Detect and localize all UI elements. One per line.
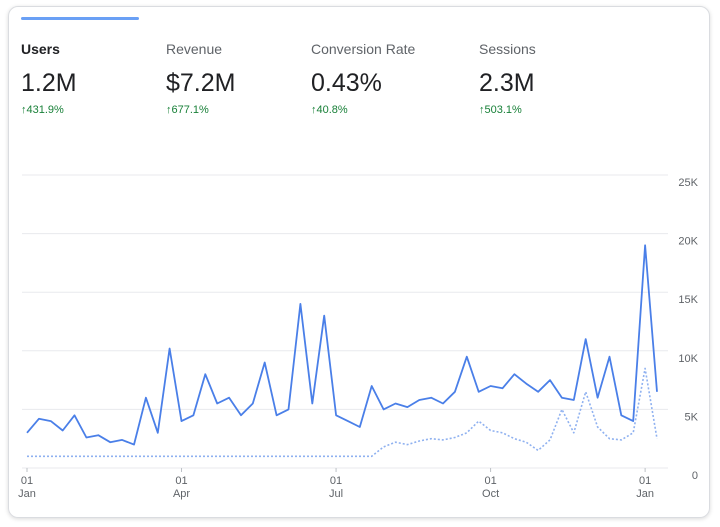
metric-value: $7.2M — [166, 69, 236, 97]
metric-value: 1.2M — [21, 69, 77, 97]
y-tick-label: 20K — [678, 236, 698, 248]
y-tick-label: 10K — [678, 353, 698, 365]
x-tick-label: 01 Jan — [636, 475, 654, 500]
metric-label: Revenue — [166, 41, 223, 57]
metric-label: Conversion Rate — [311, 41, 416, 57]
metric[interactable]: Revenue $7.2M ↑677.1% — [166, 41, 316, 116]
y-tick-label: 15K — [678, 294, 698, 306]
metric-value: 2.3M — [479, 69, 535, 97]
x-tick-label: 01 Jan — [18, 475, 36, 500]
tab-indicator — [21, 17, 139, 20]
card: Users 1.2M ↑431.9% Revenue $7.2M ↑677.1% Conve… — [8, 6, 710, 518]
metric-change: ↑431.9% — [21, 104, 64, 116]
metric-change: ↑40.8% — [311, 104, 348, 116]
x-tick-label: 01 Apr — [173, 475, 190, 500]
metric-label: Users — [21, 41, 60, 57]
metric-change: ↑677.1% — [166, 104, 209, 116]
metric[interactable]: Conversion Rate 0.43% ↑40.8% — [311, 41, 461, 116]
series-line — [26, 244, 658, 446]
y-tick-label: 0 — [692, 470, 698, 482]
metric[interactable]: Users 1.2M ↑431.9% — [21, 41, 171, 116]
series-line — [27, 367, 658, 458]
metric[interactable]: Sessions 2.3M ↑503.1% — [479, 41, 629, 116]
y-tick-label: 25K — [678, 177, 698, 189]
x-tick-label: 01 Oct — [482, 475, 499, 500]
y-tick-label: 5K — [685, 411, 699, 423]
metric-change: ↑503.1% — [479, 104, 522, 116]
metric-value: 0.43% — [311, 69, 382, 97]
metric-label: Sessions — [479, 41, 536, 57]
x-tick-label: 01 Jul — [329, 475, 343, 500]
